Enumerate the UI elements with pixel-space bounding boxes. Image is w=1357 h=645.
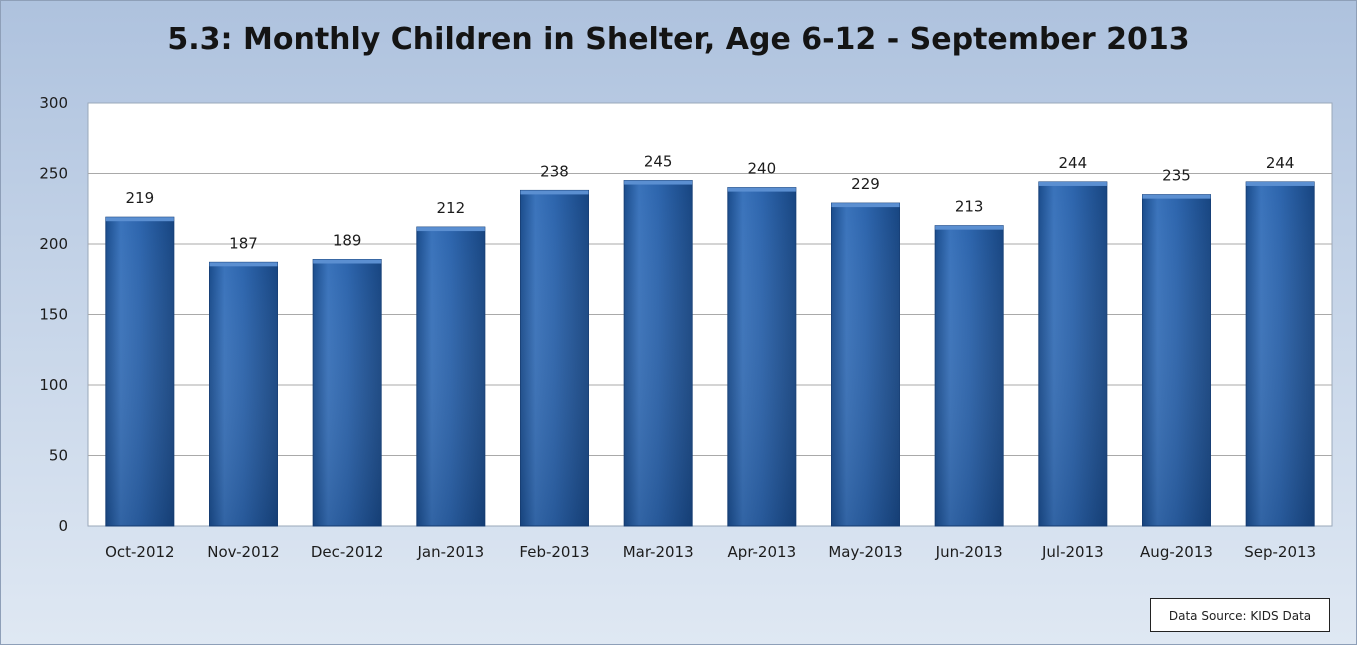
- x-tick-label: Feb-2013: [519, 543, 589, 561]
- x-tick-label: Dec-2012: [311, 543, 384, 561]
- x-tick-label: Jun-2013: [935, 543, 1003, 561]
- y-tick-label: 150: [39, 306, 68, 324]
- bar-top-highlight: [1246, 181, 1315, 186]
- x-tick-label: Nov-2012: [207, 543, 279, 561]
- y-tick-label: 200: [39, 235, 68, 253]
- data-label: 238: [540, 162, 569, 180]
- bar-shade: [313, 259, 382, 526]
- bar-shade: [1142, 194, 1211, 526]
- y-tick-label: 100: [39, 376, 68, 394]
- bar-top-highlight: [416, 227, 485, 232]
- y-axis: 0 50 100 150 200 250 300: [39, 94, 68, 535]
- x-tick-label: Jul-2013: [1041, 543, 1104, 561]
- y-tick-label: 0: [58, 517, 68, 535]
- bar-shade: [1246, 181, 1315, 526]
- x-tick-label: Mar-2013: [623, 543, 694, 561]
- bar-top-highlight: [105, 217, 174, 222]
- gridlines: [88, 173, 1332, 456]
- x-tick-label: May-2013: [828, 543, 902, 561]
- y-tick-label: 250: [39, 165, 68, 183]
- bar-top-highlight: [935, 225, 1004, 230]
- data-label: 212: [437, 199, 466, 217]
- bar-top-highlight: [831, 203, 900, 208]
- x-tick-label: Jan-2013: [416, 543, 484, 561]
- data-label: 245: [644, 153, 673, 171]
- bars: [105, 180, 1315, 527]
- bar-shade: [416, 227, 485, 526]
- bar-shade: [727, 187, 796, 526]
- bar-top-highlight: [727, 187, 796, 192]
- y-tick-label: 50: [49, 447, 68, 465]
- bar-shade: [1038, 181, 1107, 526]
- bar-top-highlight: [313, 259, 382, 264]
- bar-top-highlight: [1142, 194, 1211, 199]
- data-label: 244: [1266, 154, 1295, 172]
- bar-top-highlight: [520, 190, 589, 195]
- data-source-note: Data Source: KIDS Data: [1150, 598, 1330, 632]
- bar-shade: [831, 203, 900, 527]
- x-tick-label: Oct-2012: [105, 543, 175, 561]
- data-label: 229: [851, 175, 880, 193]
- bar-shade: [935, 225, 1004, 527]
- y-tick-label: 300: [39, 94, 68, 112]
- bar-shade: [105, 217, 174, 526]
- x-tick-label: Apr-2013: [728, 543, 797, 561]
- data-labels: 219 187 189 212 238 245 240 229 213 244 235 244: [126, 153, 1295, 253]
- bar-top-highlight: [209, 262, 278, 267]
- bar-shade: [624, 180, 693, 527]
- x-axis: Oct-2012 Nov-2012 Dec-2012 Jan-2013 Feb-2013…: [105, 543, 1316, 561]
- data-label: 235: [1162, 167, 1191, 185]
- x-tick-label: Sep-2013: [1244, 543, 1316, 561]
- chart-title: 5.3: Monthly Children in Shelter, Age 6-…: [167, 22, 1190, 57]
- bar-top-highlight: [624, 180, 693, 185]
- data-label: 240: [748, 160, 777, 178]
- data-label: 244: [1059, 154, 1088, 172]
- data-label: 187: [229, 234, 258, 252]
- x-tick-label: Aug-2013: [1140, 543, 1213, 561]
- data-label: 219: [126, 189, 155, 207]
- bar-top-highlight: [1038, 181, 1107, 186]
- bar-shade: [520, 190, 589, 527]
- data-label: 213: [955, 198, 984, 216]
- data-label: 189: [333, 232, 362, 250]
- bar-shade: [209, 262, 278, 526]
